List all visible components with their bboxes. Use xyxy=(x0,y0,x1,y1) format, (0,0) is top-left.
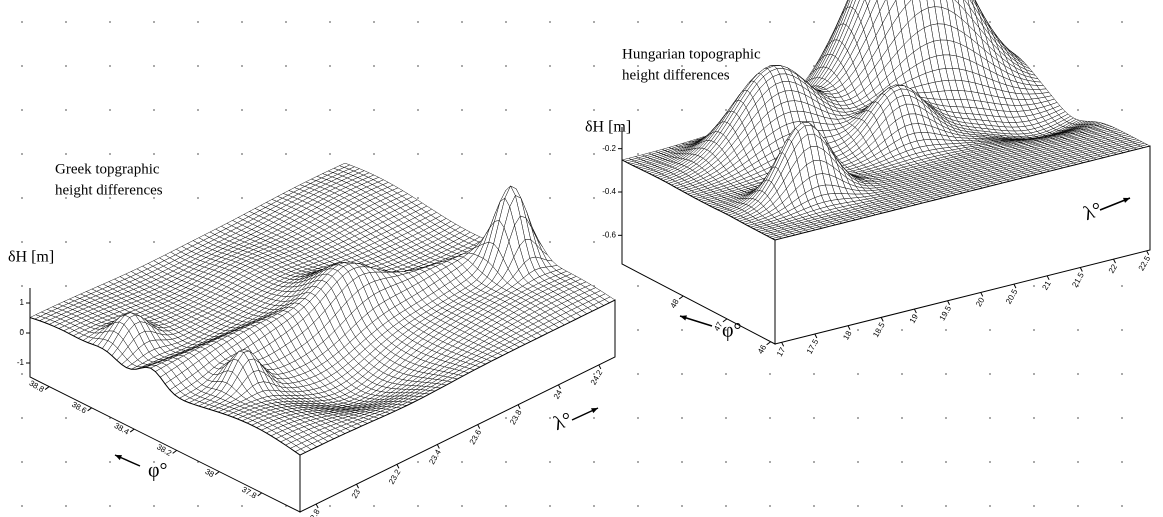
x-tick xyxy=(558,385,560,389)
x-tick-label: 23.4 xyxy=(427,448,443,466)
x-tick-label: 24 xyxy=(552,388,565,401)
z-axis-label: δH [m] xyxy=(8,249,54,266)
plot-title: Greek topgraphic xyxy=(55,161,160,177)
x-tick-label: 23.8 xyxy=(508,408,524,426)
x-tick xyxy=(599,365,601,369)
z-tick-label: 0 xyxy=(20,328,25,337)
x-tick xyxy=(518,405,520,409)
figure: -10137.83838.238.438.638.822.82323.223.4… xyxy=(0,0,1163,517)
y-axis-label: φ° xyxy=(148,460,168,482)
x-tick-label: 23.6 xyxy=(468,428,484,446)
y-tick xyxy=(88,408,92,411)
x-tick xyxy=(437,444,439,448)
x-tick xyxy=(357,484,359,488)
x-tick-label: 23.2 xyxy=(387,467,403,485)
x-tick xyxy=(316,504,318,508)
y-tick xyxy=(215,472,219,475)
plot-title: height differences xyxy=(55,182,163,198)
z-tick-label: 1 xyxy=(20,298,25,307)
page: -10137.83838.238.438.638.822.82323.223.4… xyxy=(0,0,1163,517)
x-tick-label: 22.8 xyxy=(306,507,322,517)
y-tick xyxy=(45,387,49,390)
y-tick xyxy=(130,429,134,432)
x-tick-label: 24.2 xyxy=(589,368,605,386)
x-tick xyxy=(478,425,480,429)
surface-plot: -0.6-0.4-0.24647481717.51818.51919.52020… xyxy=(585,0,1153,358)
x-tick xyxy=(397,464,399,468)
y-tick xyxy=(173,450,177,453)
y-tick xyxy=(258,493,262,496)
z-tick-label: -1 xyxy=(17,358,25,367)
x-axis-label: λ° xyxy=(551,408,575,435)
x-tick-label: 23 xyxy=(350,487,363,500)
surface-plot: -10137.83838.238.438.638.822.82323.223.4… xyxy=(8,161,615,517)
